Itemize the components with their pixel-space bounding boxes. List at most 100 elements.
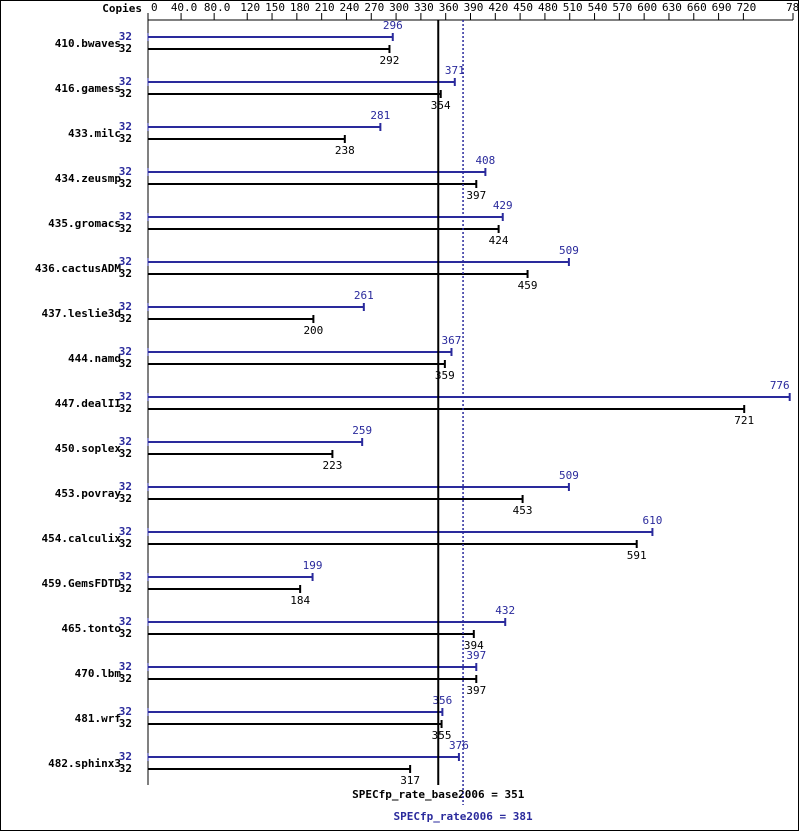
benchmark-label: 470.lbm	[75, 667, 122, 680]
benchmark-label: 453.povray	[55, 487, 122, 500]
x-tick-label: 540	[588, 1, 608, 14]
value-label: 432	[495, 604, 515, 617]
copies-label: 32	[119, 492, 132, 505]
value-label: 509	[559, 469, 579, 482]
value-label: 200	[303, 324, 323, 337]
value-label: 223	[322, 459, 342, 472]
value-label: 610	[642, 514, 662, 527]
benchmark-label: 444.namd	[68, 352, 121, 365]
benchmark-label: 437.leslie3d	[42, 307, 121, 320]
benchmark-label: 436.cactusADM	[35, 262, 121, 275]
copies-label: 32	[119, 582, 132, 595]
value-label: 355	[432, 729, 452, 742]
x-tick-label: 780	[786, 1, 799, 14]
benchmark-label: 482.sphinx3	[48, 757, 121, 770]
x-tick-label: 180	[290, 1, 310, 14]
copies-label: 32	[119, 120, 132, 133]
value-label: 429	[493, 199, 513, 212]
copies-label: 32	[119, 537, 132, 550]
copies-label: 32	[119, 525, 132, 538]
copies-label: 32	[119, 87, 132, 100]
x-tick-label: 330	[414, 1, 434, 14]
copies-label: 32	[119, 402, 132, 415]
x-tick-label: 300	[389, 1, 409, 14]
value-label: 367	[442, 334, 462, 347]
copies-label: 32	[119, 615, 132, 628]
copies-label: 32	[119, 177, 132, 190]
value-label: 394	[464, 639, 484, 652]
copies-label: 32	[119, 750, 132, 763]
value-label: 261	[354, 289, 374, 302]
value-label: 721	[734, 414, 754, 427]
x-tick-label: 720	[736, 1, 756, 14]
copies-label: 32	[119, 165, 132, 178]
copies-label: 32	[119, 447, 132, 460]
copies-label: 32	[119, 222, 132, 235]
value-label: 509	[559, 244, 579, 257]
x-tick-label: 240	[340, 1, 360, 14]
value-label: 199	[303, 559, 323, 572]
value-label: 317	[400, 774, 420, 787]
x-tick-label: 150	[265, 1, 285, 14]
value-label: 591	[627, 549, 647, 562]
x-tick-label: 480	[538, 1, 558, 14]
copies-label: 32	[119, 357, 132, 370]
copies-label: 32	[119, 672, 132, 685]
benchmark-label: 433.milc	[68, 127, 121, 140]
value-label: 453	[513, 504, 533, 517]
x-tick-label: 360	[439, 1, 459, 14]
copies-label: 32	[119, 300, 132, 313]
x-tick-label: 80.0	[204, 1, 231, 14]
x-tick-label: 450	[513, 1, 533, 14]
benchmark-label: 450.soplex	[55, 442, 122, 455]
reference-label: SPECfp_rate_base2006 = 351	[352, 788, 525, 801]
value-label: 281	[370, 109, 390, 122]
copies-label: 32	[119, 762, 132, 775]
copies-label: 32	[119, 75, 132, 88]
value-label: 397	[466, 684, 486, 697]
value-label: 354	[431, 99, 451, 112]
copies-label: 32	[119, 390, 132, 403]
benchmark-label: 435.gromacs	[48, 217, 121, 230]
x-tick-label: 660	[687, 1, 707, 14]
value-label: 376	[449, 739, 469, 752]
benchmark-label: 410.bwaves	[55, 37, 121, 50]
copies-header: Copies	[102, 2, 142, 15]
copies-label: 32	[119, 42, 132, 55]
benchmark-label: 459.GemsFDTD	[42, 577, 122, 590]
value-label: 397	[466, 189, 486, 202]
copies-label: 32	[119, 345, 132, 358]
value-label: 459	[518, 279, 538, 292]
x-tick-label: 270	[364, 1, 384, 14]
value-label: 292	[380, 54, 400, 67]
copies-label: 32	[119, 267, 132, 280]
x-tick-label: 510	[563, 1, 583, 14]
benchmark-label: 447.dealII	[55, 397, 121, 410]
value-label: 776	[770, 379, 790, 392]
x-tick-label: 630	[662, 1, 682, 14]
value-label: 238	[335, 144, 355, 157]
copies-label: 32	[119, 705, 132, 718]
x-tick-label: 40.0	[171, 1, 198, 14]
value-label: 371	[445, 64, 465, 77]
value-label: 359	[435, 369, 455, 382]
benchmark-label: 454.calculix	[42, 532, 122, 545]
copies-label: 32	[119, 570, 132, 583]
value-label: 397	[466, 649, 486, 662]
copies-label: 32	[119, 480, 132, 493]
x-tick-label: 0	[151, 1, 158, 14]
benchmark-label: 434.zeusmp	[55, 172, 122, 185]
value-label: 296	[383, 19, 403, 32]
copies-label: 32	[119, 30, 132, 43]
copies-label: 32	[119, 312, 132, 325]
copies-label: 32	[119, 717, 132, 730]
benchmark-label: 481.wrf	[75, 712, 121, 725]
value-label: 259	[352, 424, 372, 437]
x-tick-label: 390	[464, 1, 484, 14]
x-tick-label: 570	[612, 1, 632, 14]
benchmark-label: 416.gamess	[55, 82, 121, 95]
reference-label: SPECfp_rate2006 = 381	[394, 810, 533, 823]
